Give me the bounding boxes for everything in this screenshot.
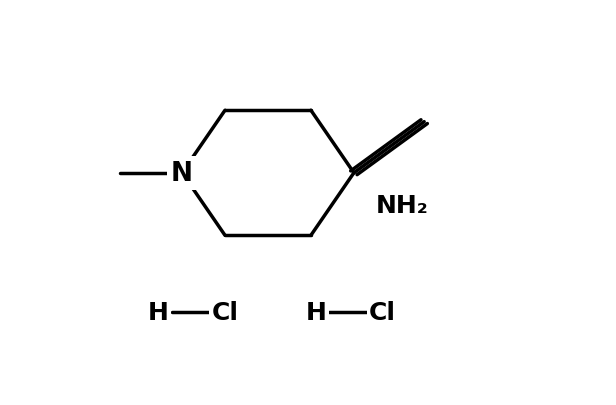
Text: Cl: Cl <box>369 300 396 324</box>
Text: H: H <box>148 300 169 324</box>
Text: NH₂: NH₂ <box>375 194 428 217</box>
Text: N: N <box>171 160 193 186</box>
Text: H: H <box>306 300 326 324</box>
Text: Cl: Cl <box>211 300 238 324</box>
